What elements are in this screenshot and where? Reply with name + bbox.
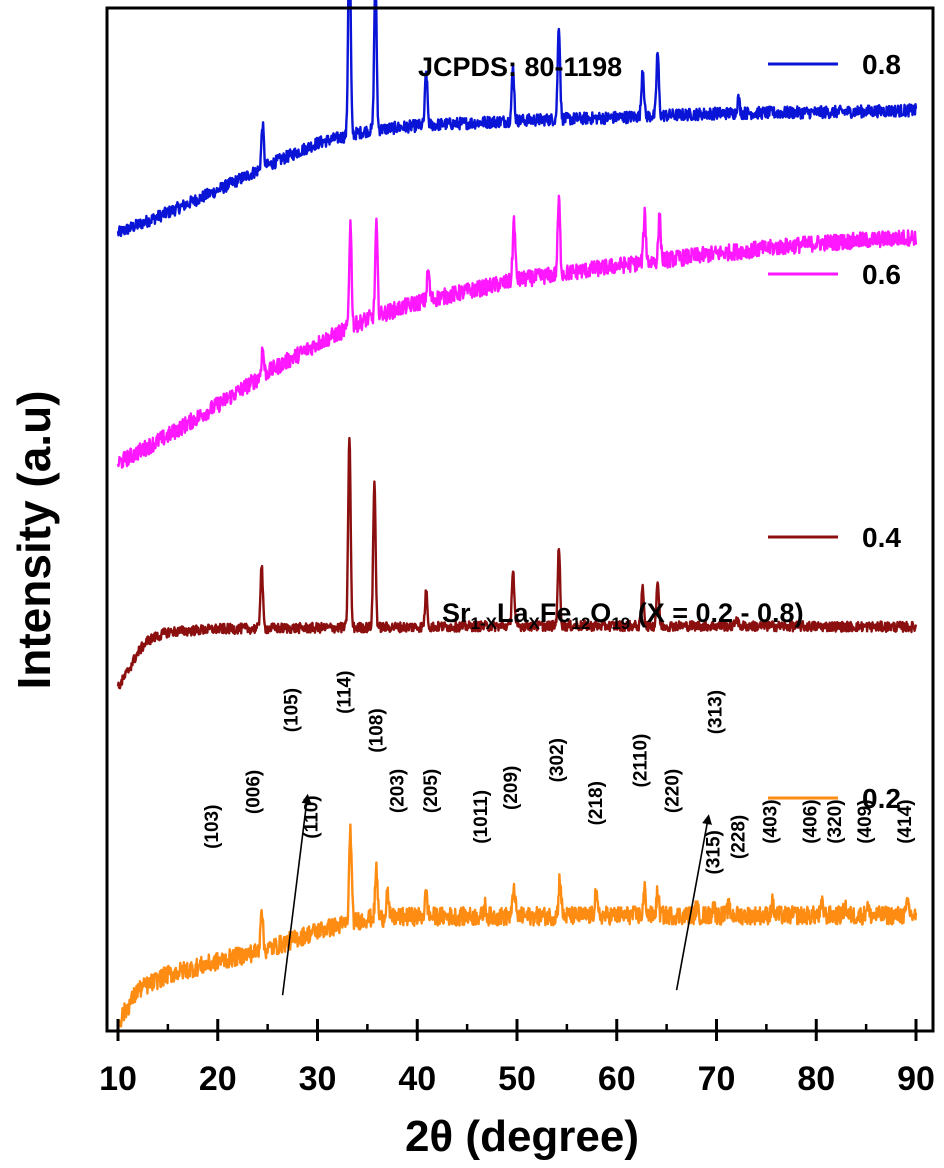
hkl-label: (228) bbox=[728, 815, 749, 859]
legend-label-0.2: 0.2 bbox=[862, 783, 901, 814]
series-line-0.4 bbox=[116, 436, 918, 690]
hkl-label: (315) bbox=[704, 830, 725, 874]
hkl-label: (205) bbox=[421, 769, 442, 813]
hkl-label: (108) bbox=[366, 708, 387, 752]
x-tick-label: 90 bbox=[897, 1060, 935, 1098]
hkl-label: (414) bbox=[895, 799, 916, 843]
hkl-label: (302) bbox=[547, 738, 568, 782]
x-tick-label: 80 bbox=[797, 1060, 835, 1098]
hkl-label: (2110) bbox=[631, 734, 652, 788]
formula-text: (X = 0.2 - 0.8) bbox=[630, 598, 803, 628]
legend-label-0.4: 0.4 bbox=[862, 522, 901, 553]
y-axis-title: Intensity (a.u) bbox=[8, 390, 60, 689]
hkl-arrow bbox=[281, 793, 312, 996]
hkl-label: (006) bbox=[244, 770, 265, 814]
hkl-label: (218) bbox=[586, 781, 607, 825]
x-tick-label: 10 bbox=[99, 1060, 137, 1098]
legend: 0.8 0.6 0.4 0.2 bbox=[768, 49, 901, 814]
formula-text: Sr bbox=[442, 598, 471, 628]
x-tick-label: 30 bbox=[299, 1060, 337, 1098]
hkl-label: (320) bbox=[825, 799, 846, 843]
hkl-label: (220) bbox=[663, 769, 684, 813]
x-tick-label: 40 bbox=[398, 1060, 436, 1098]
hkl-arrow bbox=[675, 814, 712, 991]
legend-label-0.8: 0.8 bbox=[862, 49, 901, 80]
tick-layer: 10 20 30 40 50 60 70 80 90 bbox=[99, 1019, 935, 1098]
plot-frame bbox=[105, 6, 935, 1033]
x-tick-label: 60 bbox=[598, 1060, 636, 1098]
hkl-label: (409) bbox=[855, 799, 876, 843]
x-tick-label: 20 bbox=[199, 1060, 237, 1098]
formula-subscript: 1-X bbox=[471, 614, 498, 633]
x-tick-label: 50 bbox=[498, 1060, 536, 1098]
hkl-label: (105) bbox=[282, 688, 303, 732]
hkl-label: (114) bbox=[334, 671, 355, 714]
hkl-label: (203) bbox=[387, 769, 408, 813]
hkl-layer: (103)(006)(110)(105) (114)(108)(203) (205)… bbox=[202, 671, 916, 996]
series-layer bbox=[116, 0, 918, 1028]
x-axis-title: 2θ (degree) bbox=[405, 1112, 639, 1161]
series-line-0.2 bbox=[116, 823, 918, 1028]
hkl-label: (1011) bbox=[471, 790, 492, 844]
hkl-label: (406) bbox=[800, 799, 821, 843]
formula-text: La bbox=[497, 598, 529, 628]
formula-subscript: X bbox=[529, 614, 541, 633]
hkl-label: (313) bbox=[706, 690, 727, 734]
hkl-label: (403) bbox=[760, 799, 781, 843]
hkl-label: (209) bbox=[501, 766, 522, 810]
formula-text: Fe bbox=[540, 598, 572, 628]
x-tick-label: 70 bbox=[698, 1060, 736, 1098]
reference-annotation: JCPDS: 80-1198 bbox=[418, 52, 622, 82]
series-line-0.6 bbox=[116, 194, 918, 469]
hkl-label: (103) bbox=[202, 805, 223, 849]
formula-annotation: Sr1-XLaXFe12O19 (X = 0.2 - 0.8) bbox=[442, 598, 804, 633]
formula-subscript: 19 bbox=[611, 614, 630, 633]
formula-text: O bbox=[590, 598, 611, 628]
series-line-0.8 bbox=[116, 0, 918, 238]
formula-subscript: 12 bbox=[571, 614, 590, 633]
legend-label-0.6: 0.6 bbox=[862, 259, 901, 290]
